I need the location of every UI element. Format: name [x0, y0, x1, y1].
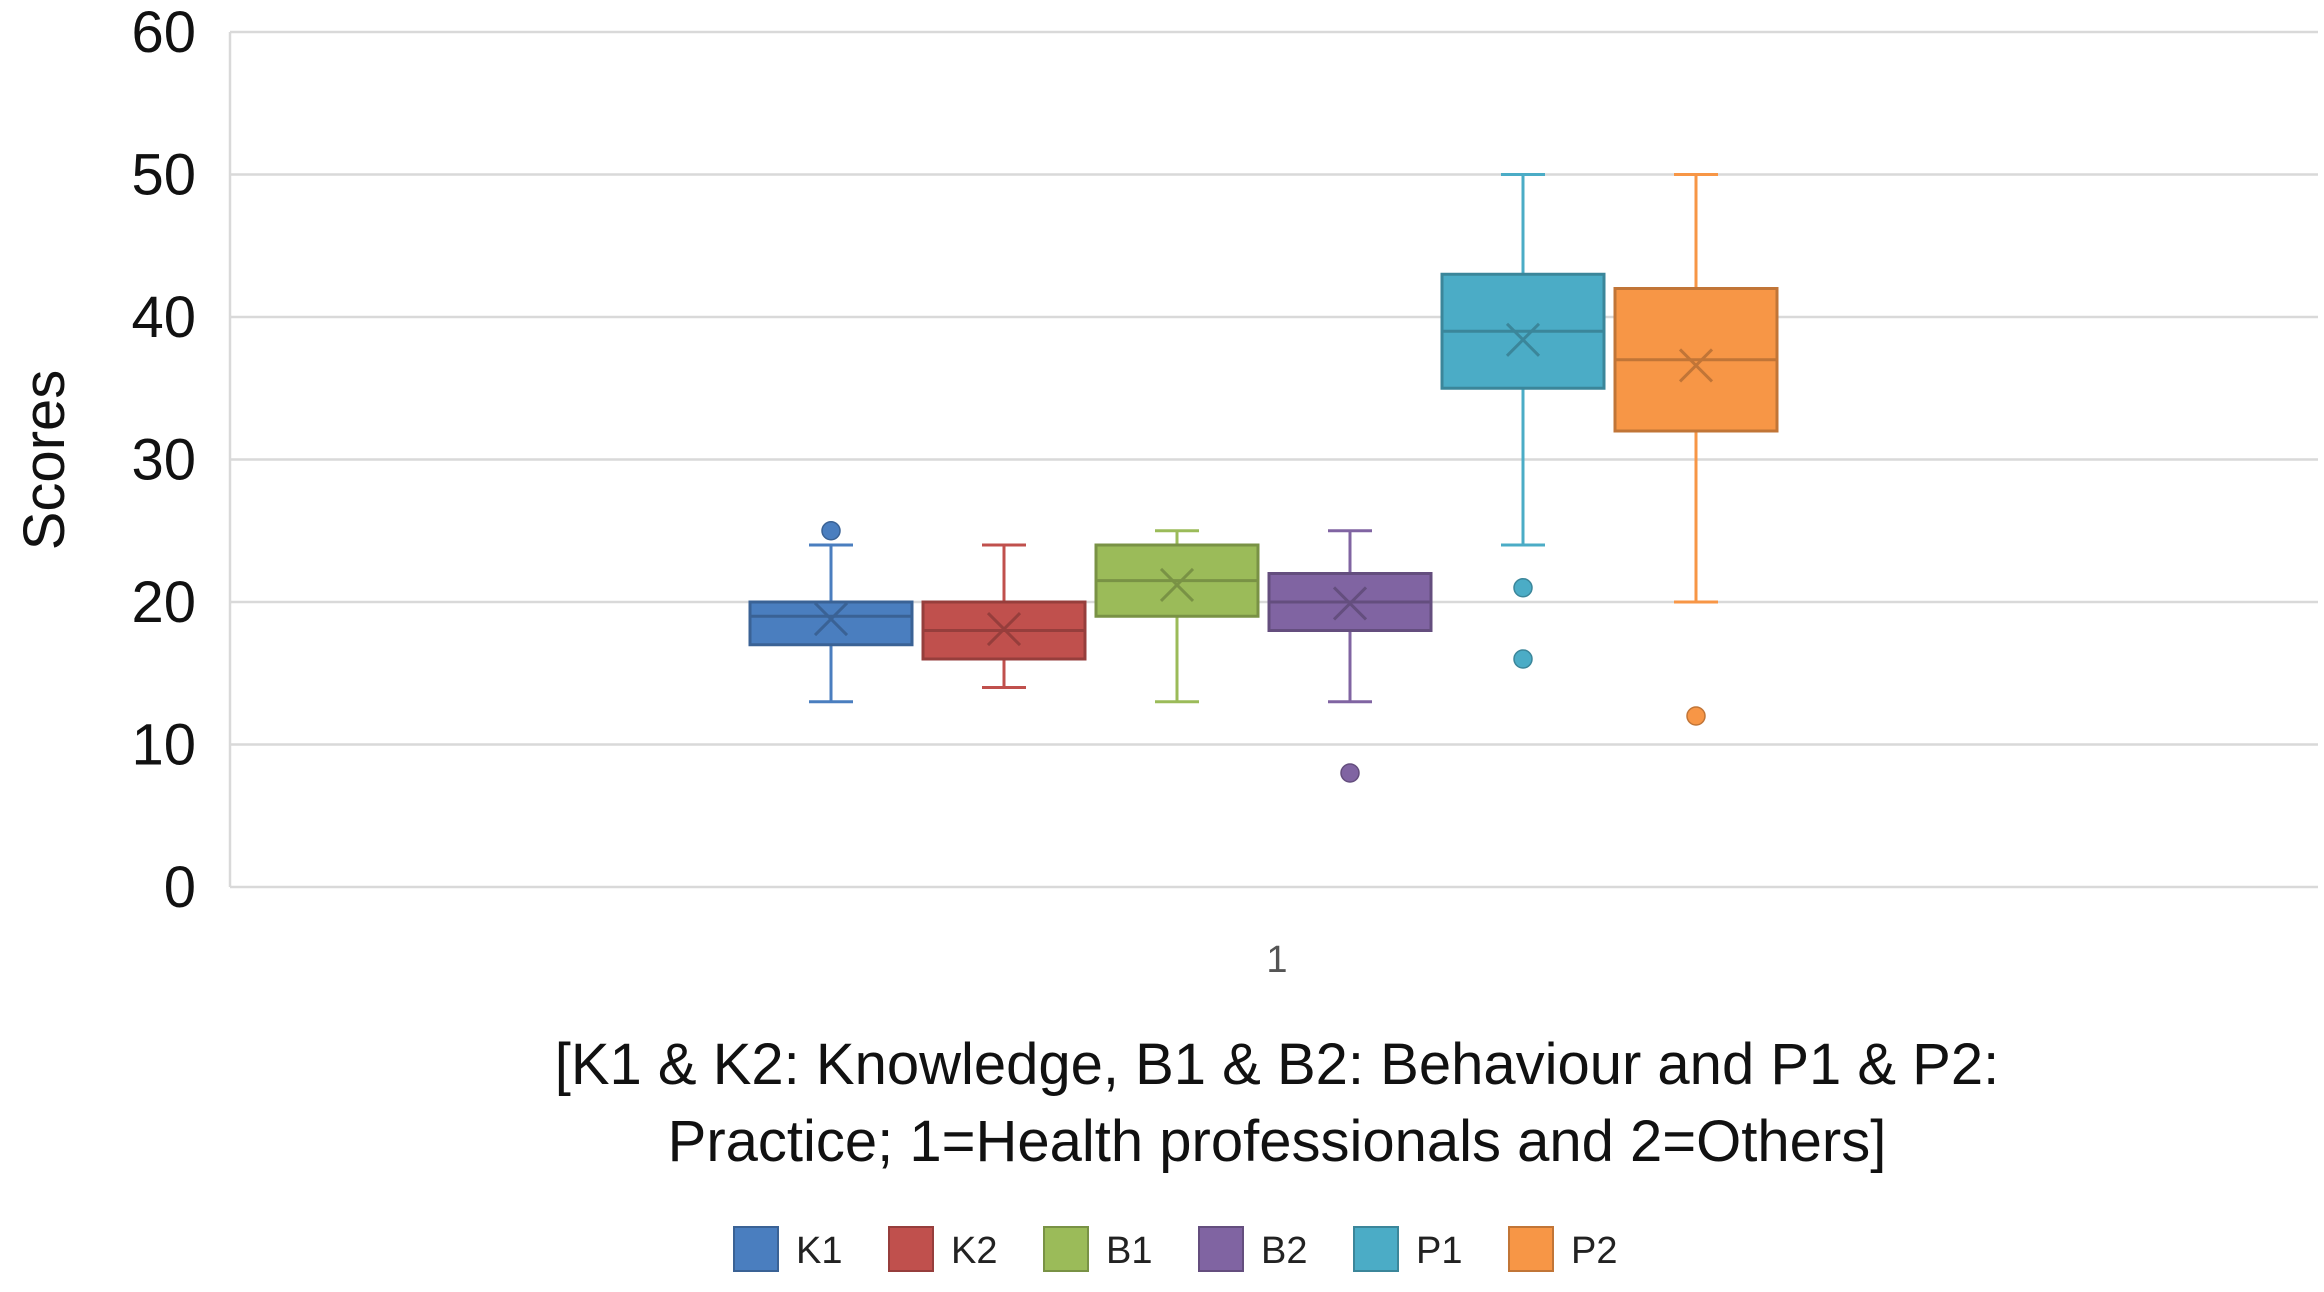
box-B2 [1267, 529, 1433, 783]
legend: K1 K2 B1 B2 P1 P2 [733, 1226, 1617, 1272]
mean-marker-b-P1 [1505, 322, 1541, 357]
outlier-K1-0 [821, 521, 841, 541]
legend-swatch-B2 [1198, 1226, 1244, 1272]
box-P2 [1613, 173, 1779, 726]
box-P1 [1440, 173, 1606, 669]
legend-swatch-P2 [1508, 1226, 1554, 1272]
mean-marker-b-P2 [1678, 348, 1714, 383]
x-axis-label-line-2: Practice; 1=Health professionals and 2=O… [668, 1109, 1887, 1174]
legend-label-K1: K1 [796, 1230, 842, 1272]
y-tick-label-30: 30 [131, 428, 196, 493]
y-tick-label-20: 20 [131, 570, 196, 635]
mean-marker-b-B1 [1159, 567, 1195, 602]
box-K1 [748, 521, 914, 704]
category-label: 1 [1266, 939, 1287, 981]
y-tick-label-50: 50 [131, 143, 196, 208]
outlier-B2-0 [1340, 763, 1360, 783]
outlier-P1-1 [1513, 649, 1533, 669]
y-axis-label: Scores [12, 370, 77, 551]
outlier-P1-0 [1513, 578, 1533, 598]
legend-label-P1: P1 [1416, 1230, 1462, 1272]
y-tick-label-10: 10 [131, 713, 196, 778]
legend-swatch-K1 [733, 1226, 779, 1272]
legend-label-P2: P2 [1571, 1230, 1617, 1272]
box-series [748, 173, 1779, 783]
box-rect-K1 [748, 600, 914, 647]
outlier-P2-0 [1686, 706, 1706, 726]
box-K2 [921, 543, 1087, 689]
mean-marker-b-K2 [986, 612, 1022, 647]
mean-marker-b-K1 [813, 602, 849, 637]
legend-swatch-B1 [1043, 1226, 1089, 1272]
gridlines [228, 30, 2318, 889]
legend-label-B2: B2 [1261, 1230, 1307, 1272]
y-tick-label-0: 0 [164, 855, 196, 920]
y-axis-ticks: 0 10 20 30 40 50 60 [131, 0, 196, 920]
y-tick-label-40: 40 [131, 285, 196, 350]
box-B1 [1094, 529, 1260, 704]
legend-swatch-K2 [888, 1226, 934, 1272]
mean-marker-b-B2 [1332, 586, 1368, 621]
y-tick-label-60: 60 [131, 0, 196, 65]
x-axis-label-line-1: [K1 & K2: Knowledge, B1 & B2: Behaviour … [555, 1032, 1999, 1097]
legend-label-K2: K2 [951, 1230, 997, 1272]
legend-swatch-P1 [1353, 1226, 1399, 1272]
legend-label-B1: B1 [1106, 1230, 1152, 1272]
